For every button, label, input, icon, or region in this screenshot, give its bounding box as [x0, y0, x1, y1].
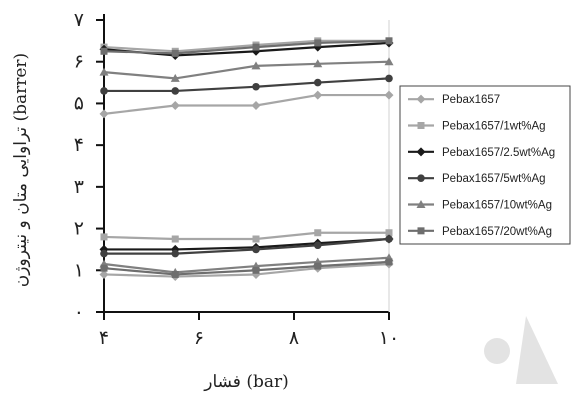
y-tick-label: ۴	[74, 134, 84, 156]
data-point	[100, 264, 108, 272]
data-point	[99, 269, 109, 279]
series-12	[100, 258, 393, 278]
y-tick-label: ۵	[74, 92, 84, 114]
data-point	[100, 87, 108, 95]
data-point	[171, 249, 180, 258]
legend-item: Pebax1657/10wt%Ag	[408, 200, 552, 212]
data-point	[314, 262, 322, 270]
data-point	[170, 101, 180, 111]
data-point	[252, 82, 260, 91]
series-5	[99, 57, 394, 82]
data-point	[384, 90, 394, 100]
data-point	[100, 233, 108, 241]
legend-marker	[417, 227, 425, 235]
x-tick-label: ۴	[99, 327, 109, 349]
data-point	[314, 229, 322, 237]
data-point	[171, 235, 179, 243]
data-point	[251, 101, 261, 111]
watermark-logo	[484, 316, 558, 384]
data-point	[385, 37, 393, 45]
x-tick-label: ۶	[194, 327, 204, 349]
series-line	[104, 237, 390, 251]
series-10	[100, 235, 393, 258]
series-line	[103, 60, 390, 80]
legend-item: Pebax1657/20wt%Ag	[408, 226, 552, 238]
series-4	[100, 74, 393, 95]
series-6	[100, 37, 393, 57]
data-point	[252, 266, 260, 274]
legend-item: Pebax1657/2.5wt%Ag	[408, 147, 555, 159]
series-1	[99, 90, 394, 119]
legend-item: Pebax1657	[408, 94, 500, 106]
series-8	[100, 229, 393, 243]
data-point	[171, 87, 180, 95]
x-axis-title: فشار (bar)	[203, 372, 289, 392]
data-point	[171, 49, 179, 57]
data-point	[313, 241, 322, 250]
data-point	[385, 258, 393, 266]
plot-area: ۰ ۱ ۲ ۳ ۴ ۵ ۶ ۷ ۴ ۶ ۸ ۱۰	[74, 9, 399, 349]
legend: Pebax1657 Pebax1657/1wt%Ag Pebax1657/2.5wt…	[399, 85, 571, 245]
y-tick-label: ۳	[74, 176, 84, 198]
data-point	[170, 73, 180, 82]
legend-box	[399, 85, 571, 245]
data-point	[313, 59, 323, 68]
legend-label: Pebax1657/1wt%Ag	[442, 121, 546, 133]
legend-marker	[417, 174, 425, 182]
series-line	[104, 77, 390, 93]
series-line	[103, 231, 389, 241]
legend-marker	[416, 147, 426, 157]
x-tick-label: ۱۰	[379, 327, 399, 349]
legend-label: Pebax1657	[442, 94, 500, 106]
legend-marker	[416, 94, 426, 104]
data-point	[385, 235, 393, 243]
legend-label: Pebax1657/2.5wt%Ag	[442, 147, 555, 159]
data-point	[99, 109, 109, 119]
data-point	[251, 61, 261, 70]
legend-label: Pebax1657/5wt%Ag	[442, 173, 546, 185]
data-point	[252, 235, 260, 243]
data-point	[313, 78, 322, 87]
data-point	[100, 249, 108, 258]
data-point	[313, 90, 323, 100]
data-point	[252, 43, 260, 51]
data-point	[99, 67, 109, 76]
y-tick-label: ۰	[74, 301, 84, 323]
data-point	[314, 39, 322, 47]
x-tick-label: ۸	[289, 327, 299, 349]
data-point	[100, 47, 108, 55]
data-point	[384, 57, 394, 66]
legend-label: Pebax1657/10wt%Ag	[442, 200, 552, 212]
legend-marker	[416, 200, 426, 208]
legend-item: Pebax1657/5wt%Ag	[408, 173, 546, 185]
y-tick-label: ۷	[74, 9, 84, 31]
data-point	[385, 229, 393, 237]
data-point	[171, 270, 179, 278]
y-tick-label: ۲	[74, 218, 84, 240]
data-point	[385, 74, 393, 83]
legend-label: Pebax1657/20wt%Ag	[442, 226, 552, 238]
legend-marker	[417, 122, 425, 129]
y-axis-title: تراوایی متان و نیتروژن (barrer)	[11, 53, 31, 287]
series-line	[103, 93, 389, 115]
y-tick-label: ۶	[74, 51, 84, 73]
data-point	[252, 245, 260, 254]
y-tick-label: ۱	[74, 259, 84, 281]
legend-item: Pebax1657/1wt%Ag	[408, 121, 546, 133]
